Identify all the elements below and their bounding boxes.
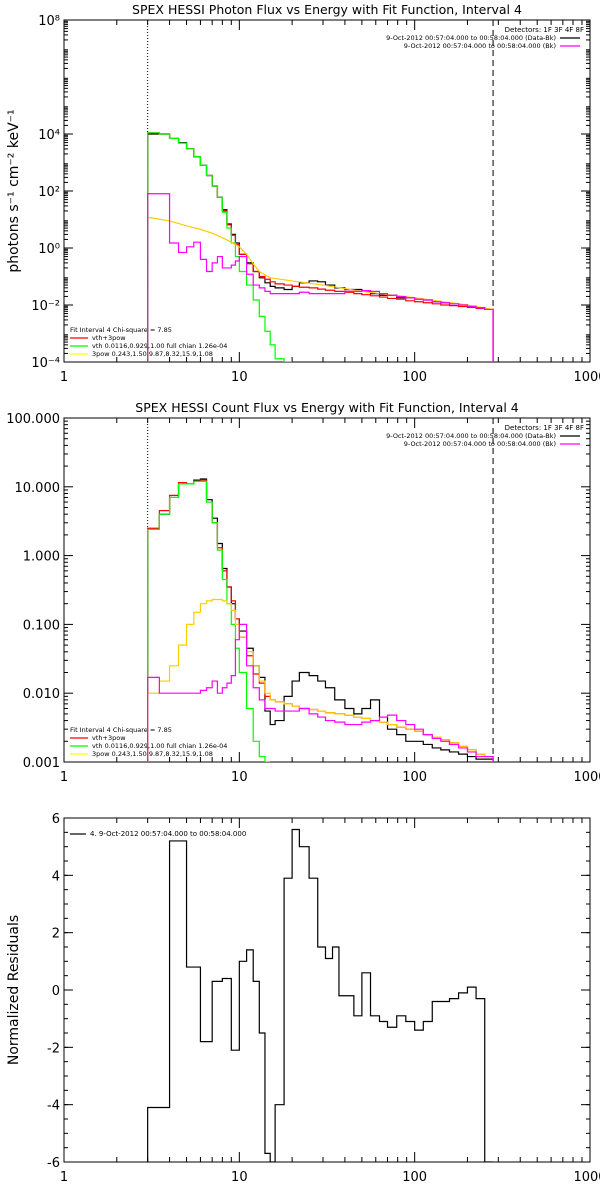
fit-legend-chisq: Fit Interval 4 Chi-square = 7.85	[70, 726, 172, 734]
y-tick-label: 10⁴	[38, 128, 60, 143]
series-line-0	[147, 478, 494, 762]
x-tick-label: 1	[60, 770, 68, 785]
y-tick-label: 6	[52, 812, 60, 827]
plot-frame	[63, 817, 591, 1163]
y-axis-label: Normalized Residuals	[6, 915, 22, 1065]
panel-title: SPEX HESSI Count Flux vs Energy with Fit…	[135, 400, 518, 415]
y-tick-label: 0.100	[23, 618, 60, 633]
series-line-4	[147, 193, 494, 362]
y-tick-label: 10.000	[15, 481, 61, 496]
info-line-data: 9-Oct-2012 00:57:04.000 to 00:58:04.000 …	[386, 432, 556, 440]
x-tick-label: 10	[231, 1170, 248, 1185]
photon-flux-panel: SPEX HESSI Photon Flux vs Energy with Fi…	[6, 2, 600, 385]
panel-title: SPEX HESSI Photon Flux vs Energy with Fi…	[132, 2, 522, 17]
x-tick-label: 10	[231, 370, 248, 385]
y-tick-label: -4	[47, 1099, 60, 1114]
series-group	[147, 828, 494, 1162]
x-tick-label: 100	[402, 370, 427, 385]
fit-legend-3pow: 3pow 0.243,1.50,9.87,8.32,15.9,1.08	[92, 350, 213, 358]
y-tick-label: 10²	[38, 185, 60, 200]
fit-legend-vth: vth 0.0116,0.929,1.00 full chian 1.26e-0…	[92, 742, 227, 750]
y-tick-label: 10⁰	[38, 242, 60, 257]
y-axis-label: photons s⁻¹ cm⁻² keV⁻¹	[6, 109, 22, 272]
y-tick-label: 1.000	[23, 550, 60, 565]
info-line-data: 9-Oct-2012 00:57:04.000 to 00:58:04.000 …	[386, 34, 556, 42]
residual-legend: 4. 9-Oct-2012 00:57:04.000 to 00:58:04.0…	[90, 830, 246, 838]
y-tick-label: 4	[52, 869, 60, 884]
series-line-2	[147, 480, 271, 762]
detectors-label: Detectors: 1F 3F 4F 8F	[505, 424, 584, 432]
fit-legend-3pow: 3pow 0.243,1.50,9.87,8.32,15.9,1.08	[92, 750, 213, 758]
y-tick-label: -6	[47, 1156, 60, 1171]
x-tick-label: 100	[402, 770, 427, 785]
count-flux-panel: SPEX HESSI Count Flux vs Energy with Fit…	[6, 400, 600, 785]
y-tick-label: -2	[47, 1041, 60, 1056]
x-tick-label: 1	[60, 370, 68, 385]
series-group	[147, 132, 494, 362]
fit-legend-total: vth+3pow	[92, 334, 126, 342]
fit-legend-total: vth+3pow	[92, 734, 126, 742]
plot-frame	[63, 417, 591, 763]
y-tick-label: 10⁸	[38, 14, 60, 29]
series-line-0	[147, 133, 494, 362]
series-line-1	[147, 132, 494, 362]
y-tick-label: 100.000	[6, 412, 60, 427]
fit-legend-chisq: Fit Interval 4 Chi-square = 7.85	[70, 326, 172, 334]
series-line-1	[147, 479, 494, 762]
series-line-0	[147, 828, 494, 1162]
y-tick-label: 0.001	[23, 756, 60, 771]
info-line-bk: 9-Oct-2012 00:57:04.000 to 00:58:04.000 …	[404, 42, 556, 50]
series-group	[147, 478, 494, 762]
y-tick-label: 2	[52, 927, 60, 942]
detectors-label: Detectors: 1F 3F 4F 8F	[505, 26, 584, 34]
series-line-2	[147, 132, 293, 362]
info-line-bk: 9-Oct-2012 00:57:04.000 to 00:58:04.000 …	[404, 440, 556, 448]
y-tick-label: 0.010	[23, 687, 60, 702]
y-tick-label: 10⁻⁴	[31, 356, 60, 371]
fit-legend-vth: vth 0.0116,0.929,1.00 full chian 1.26e-0…	[92, 342, 227, 350]
y-tick-label: 10⁻²	[31, 299, 60, 314]
x-tick-label: 100	[402, 1170, 427, 1185]
series-line-4	[147, 623, 494, 762]
x-tick-label: 10	[231, 770, 248, 785]
plot-frame	[63, 19, 591, 363]
residuals-panel: Normalized Residuals 4. 9-Oct-2012 00:57…	[6, 812, 600, 1185]
x-tick-label: 1	[60, 1170, 68, 1185]
y-tick-label: 0	[52, 984, 60, 999]
